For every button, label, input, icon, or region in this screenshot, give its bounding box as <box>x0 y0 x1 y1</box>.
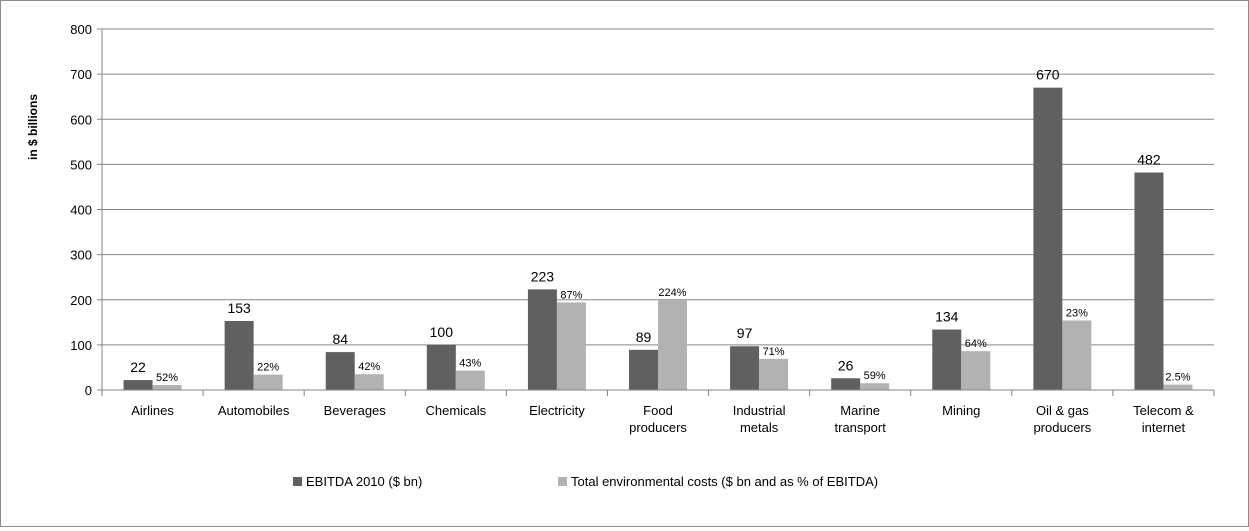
data-label: 223 <box>531 268 555 284</box>
data-label: 22% <box>257 362 279 374</box>
data-label: 89 <box>636 329 652 345</box>
env-cost-bar <box>354 374 384 390</box>
category-label: Industrial <box>733 403 786 418</box>
data-label: 670 <box>1036 67 1060 83</box>
category-label: Food <box>643 403 673 418</box>
legend-label: EBITDA 2010 ($ bn) <box>306 474 422 489</box>
data-label: 71% <box>763 346 785 358</box>
data-label: 64% <box>965 338 987 350</box>
env-cost-bar <box>961 351 991 390</box>
y-tick-label: 100 <box>70 338 92 353</box>
bars: 22 52% 153 22% 84 42% 100 43% 223 87% 89 224% 97 71% 2… <box>123 67 1193 390</box>
y-tick-label: 800 <box>70 22 92 37</box>
data-label: 87% <box>560 289 582 301</box>
y-tick-label: 400 <box>70 203 92 218</box>
category-label: producers <box>1033 420 1091 435</box>
category-label: Automobiles <box>218 403 290 418</box>
data-label: 84 <box>332 331 348 347</box>
env-cost-bar <box>253 374 283 390</box>
ebitda-bar <box>932 329 962 390</box>
legend-label: Total environmental costs ($ bn and as %… <box>571 474 878 489</box>
x-axis <box>101 29 1215 396</box>
y-tick-label: 200 <box>70 293 92 308</box>
data-label: 134 <box>935 309 959 325</box>
env-cost-bar <box>556 302 586 390</box>
data-label: 224% <box>658 287 686 299</box>
env-cost-bar <box>455 370 485 390</box>
category-label: Chemicals <box>425 403 486 418</box>
category-label: Airlines <box>131 403 174 418</box>
data-label: 482 <box>1137 151 1161 167</box>
category-label: Electricity <box>529 403 585 418</box>
ebitda-bar <box>426 344 456 390</box>
legend-swatch <box>293 477 302 486</box>
ebitda-bar <box>629 349 658 390</box>
y-axis-ticks: 0 100 200 300 400 500 600 700 800 <box>70 22 102 398</box>
env-cost-bar <box>1062 320 1092 390</box>
category-label: Telecom & <box>1133 403 1194 418</box>
legend: EBITDA 2010 ($ bn) Total environmental co… <box>293 474 878 489</box>
y-tick-label: 700 <box>70 67 92 82</box>
data-label: 59% <box>864 370 886 382</box>
category-label: Oil & gas <box>1036 403 1089 418</box>
category-label: transport <box>835 420 887 435</box>
data-label: 2.5% <box>1165 372 1190 384</box>
ebitda-bar <box>831 378 861 390</box>
ebitda-bar <box>730 346 760 390</box>
category-labels: Airlines Automobiles Beverages Chemicals Ele… <box>131 403 1194 435</box>
y-tick-label: 300 <box>70 248 92 263</box>
data-label: 42% <box>358 361 380 373</box>
y-tick-label: 600 <box>70 112 92 127</box>
data-label: 100 <box>430 324 454 340</box>
category-label: internet <box>1142 420 1186 435</box>
y-tick-label: 500 <box>70 157 92 172</box>
env-cost-bar <box>1163 384 1193 390</box>
y-axis-label: in $ billions <box>26 94 40 160</box>
env-cost-bar <box>860 383 890 390</box>
data-label: 52% <box>156 372 178 384</box>
category-label: metals <box>740 420 779 435</box>
data-label: 23% <box>1066 308 1088 320</box>
ebitda-bar <box>1134 172 1164 390</box>
env-cost-bar <box>152 385 182 390</box>
env-cost-bar <box>658 300 687 390</box>
data-label: 43% <box>459 358 481 370</box>
data-label: 26 <box>838 357 854 373</box>
category-label: producers <box>629 420 687 435</box>
ebitda-bar <box>527 289 557 390</box>
env-cost-bar <box>759 358 789 390</box>
category-label: Mining <box>942 403 980 418</box>
data-label: 153 <box>227 300 251 316</box>
ebitda-bar <box>123 380 153 390</box>
ebitda-bar <box>325 352 355 390</box>
category-label: Beverages <box>324 403 387 418</box>
gridlines <box>102 28 1214 391</box>
legend-swatch <box>558 477 567 486</box>
ebitda-bar <box>224 320 254 390</box>
y-tick-label: 0 <box>85 383 92 398</box>
data-label: 22 <box>130 359 146 375</box>
ebitda-bar <box>1033 87 1063 390</box>
category-label: Marine <box>840 403 880 418</box>
data-label: 97 <box>737 325 753 341</box>
